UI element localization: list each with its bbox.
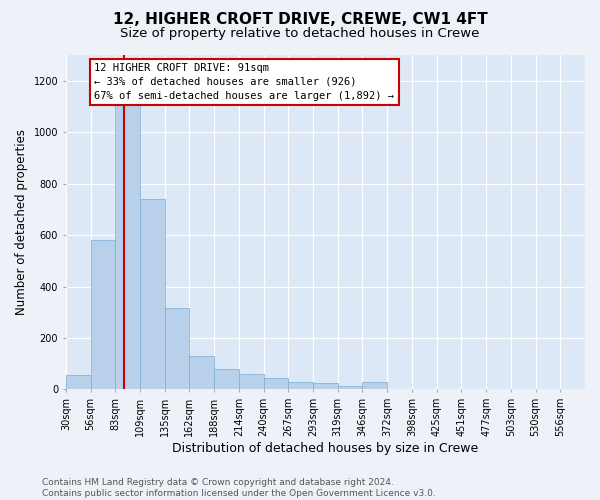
Bar (214, 369, 239, 390)
Bar (115, 88, 140, 390)
Bar (165, 308, 190, 390)
Bar (140, 199, 165, 390)
Bar (66, 376, 91, 390)
Bar (289, 382, 313, 390)
Text: 12, HIGHER CROFT DRIVE, CREWE, CW1 4FT: 12, HIGHER CROFT DRIVE, CREWE, CW1 4FT (113, 12, 487, 28)
Bar (362, 382, 387, 390)
Y-axis label: Number of detached properties: Number of detached properties (15, 129, 28, 315)
Bar (190, 356, 214, 390)
Bar (313, 383, 338, 390)
Text: Size of property relative to detached houses in Crewe: Size of property relative to detached ho… (121, 28, 479, 40)
Text: 12 HIGHER CROFT DRIVE: 91sqm
← 33% of detached houses are smaller (926)
67% of s: 12 HIGHER CROFT DRIVE: 91sqm ← 33% of de… (94, 62, 394, 100)
X-axis label: Distribution of detached houses by size in Crewe: Distribution of detached houses by size … (172, 442, 479, 455)
Bar (338, 386, 362, 390)
Bar (239, 374, 263, 390)
Bar (263, 378, 289, 390)
Bar (91, 240, 115, 390)
Text: Contains HM Land Registry data © Crown copyright and database right 2024.
Contai: Contains HM Land Registry data © Crown c… (42, 478, 436, 498)
